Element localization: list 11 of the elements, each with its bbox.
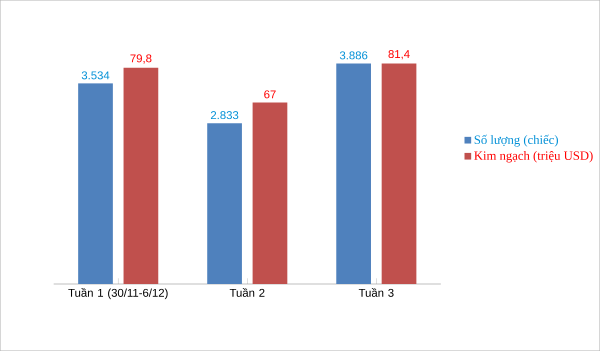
data-label: 2.833 [210,111,238,120]
x-tick-label: Tuần 1 (30/11-6/12) [68,288,168,300]
data-label: 67 [264,90,276,98]
x-tick-label: Tuần 3 [358,288,394,297]
legend-label: Số lượng (chiếc) [474,134,558,147]
data-label: 81,4 [388,50,410,60]
data-label: 3.886 [340,51,368,60]
legend-label: Kim ngạch (triệu USD) [474,150,593,163]
x-tick-label: Tuần 2 [230,288,264,297]
data-label: 79,8 [130,54,152,64]
data-label: 3.534 [82,71,110,80]
